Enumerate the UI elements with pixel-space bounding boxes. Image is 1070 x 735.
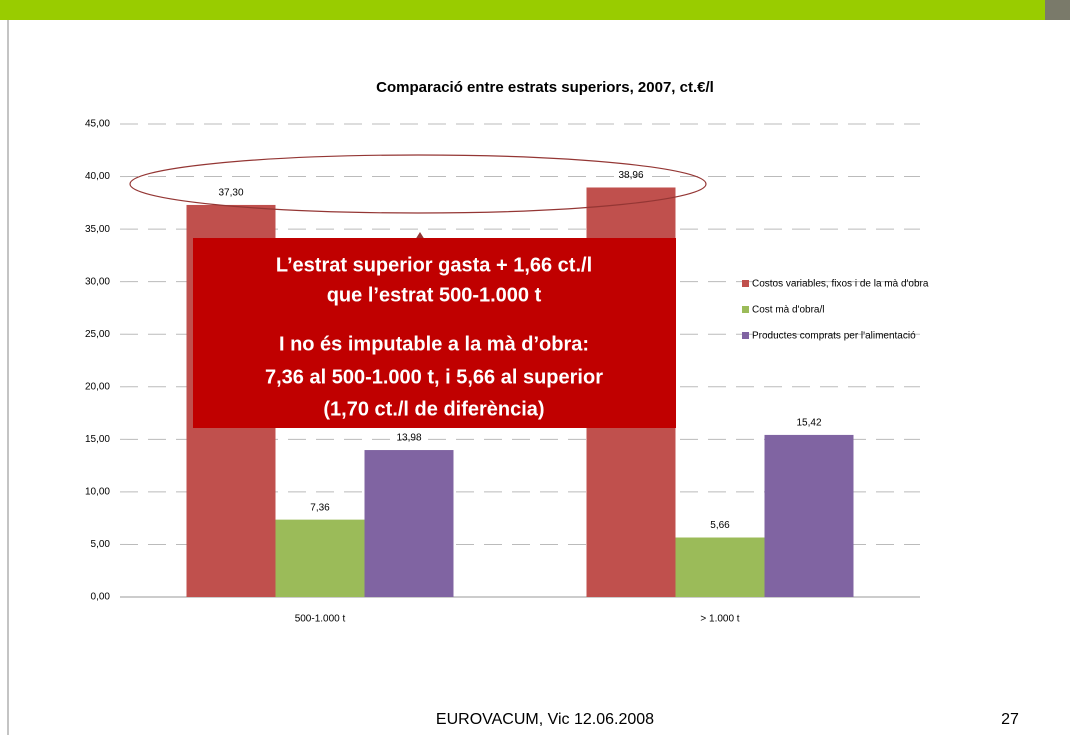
page-number: 27	[1001, 711, 1019, 728]
chart-title: Comparació entre estrats superiors, 2007…	[376, 79, 714, 96]
corner-image	[1045, 0, 1070, 20]
value-label: 13,98	[396, 433, 421, 444]
y-tick-label: 0,00	[91, 592, 111, 603]
page: Comparació entre estrats superiors, 2007…	[0, 0, 1070, 735]
legend-label: Costos variables, fixos i de la mà d'obr…	[752, 279, 929, 290]
y-tick-label: 5,00	[91, 539, 111, 550]
note-line: que l’estrat 500-1.000 t	[327, 284, 542, 306]
x-tick-label: 500-1.000 t	[295, 614, 346, 625]
y-tick-label: 25,00	[85, 329, 110, 340]
top-bar	[0, 0, 1070, 20]
legend-label: Productes comprats per l'alimentació	[752, 331, 916, 342]
value-label: 15,42	[796, 418, 821, 429]
note-line: (1,70 ct./l de diferència)	[323, 398, 544, 420]
legend-label: Cost mà d'obra/l	[752, 305, 825, 316]
y-tick-label: 30,00	[85, 276, 110, 287]
legend-swatch	[742, 280, 749, 287]
bar	[765, 435, 854, 597]
note-line: I no és imputable a la mà d’obra:	[279, 333, 589, 355]
value-label: 5,66	[710, 520, 730, 531]
x-tick-label: > 1.000 t	[700, 614, 739, 625]
y-tick-label: 15,00	[85, 434, 110, 445]
value-label: 7,36	[310, 502, 330, 513]
slide: Comparació entre estrats superiors, 2007…	[0, 0, 1070, 735]
bar	[676, 538, 765, 597]
note-line: L’estrat superior gasta + 1,66 ct./l	[276, 254, 592, 276]
legend-swatch	[742, 332, 749, 339]
bar	[365, 450, 454, 597]
y-tick-label: 45,00	[85, 119, 110, 130]
footer: EUROVACUM, Vic 12.06.2008	[436, 711, 654, 728]
highlight-ellipse	[130, 155, 706, 213]
legend-swatch	[742, 306, 749, 313]
bar	[276, 520, 365, 597]
y-tick-label: 35,00	[85, 224, 110, 235]
value-label: 38,96	[618, 170, 643, 181]
y-tick-label: 10,00	[85, 487, 110, 498]
value-label: 37,30	[218, 188, 243, 199]
y-tick-label: 40,00	[85, 171, 110, 182]
y-tick-label: 20,00	[85, 381, 110, 392]
note-line: 7,36 al 500-1.000 t, i 5,66 al superior	[265, 366, 603, 388]
